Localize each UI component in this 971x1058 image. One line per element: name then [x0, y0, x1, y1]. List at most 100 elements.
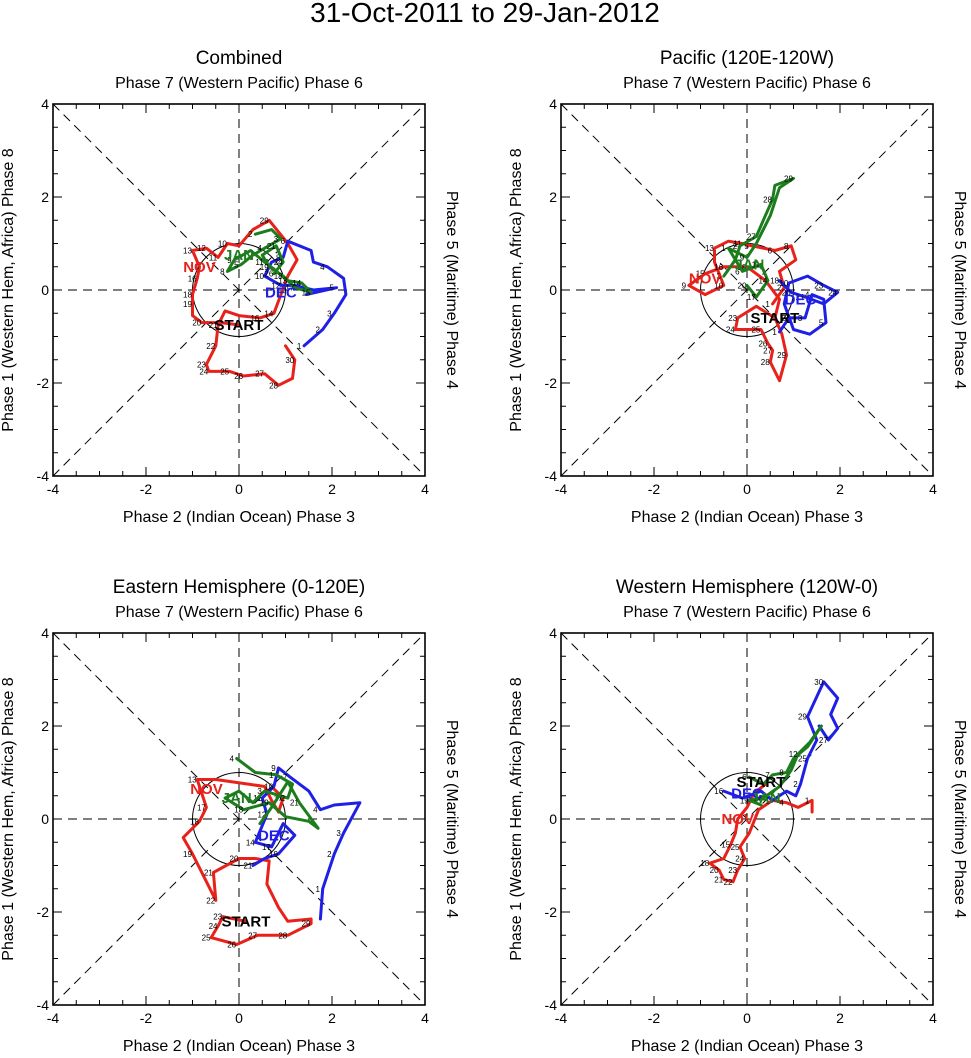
- month-label-jan: JAN: [222, 790, 252, 807]
- x-tick-label: -4: [47, 481, 60, 497]
- day-label: 27: [763, 346, 772, 355]
- day-label: 10: [255, 272, 264, 281]
- day-label: 24: [735, 855, 744, 864]
- day-label: 2: [777, 284, 782, 293]
- day-label: 8: [276, 253, 281, 262]
- day-label: 20: [738, 281, 747, 290]
- y-tick-label: 4: [41, 96, 49, 112]
- day-label: 4: [805, 291, 810, 300]
- y-tick-label: 2: [549, 718, 557, 734]
- unit-circle: [192, 772, 286, 866]
- day-label: 30: [814, 678, 823, 687]
- day-label: 9: [271, 764, 276, 773]
- y-tick-label: 4: [549, 96, 557, 112]
- day-label: 30: [285, 356, 294, 365]
- day-label: 21: [267, 242, 276, 251]
- top-phase-label: Phase 7 (Western Pacific) Phase 6: [115, 75, 363, 92]
- x-tick-label: 4: [421, 1010, 429, 1026]
- day-label: 27: [747, 233, 756, 242]
- series-line-dec: [251, 766, 362, 921]
- day-label: 11: [209, 253, 218, 262]
- day-label: 14: [246, 838, 255, 847]
- day-label: 16: [714, 263, 723, 272]
- day-label: 19: [183, 300, 192, 309]
- day-label: 26: [234, 372, 243, 381]
- month-label-nov: NOV: [721, 811, 754, 828]
- day-label: 1: [315, 885, 320, 894]
- y-tick-label: 0: [549, 811, 557, 827]
- x-tick-label: -2: [648, 481, 661, 497]
- day-label: 23: [728, 866, 737, 875]
- day-label: 18: [183, 291, 192, 300]
- y-tick-label: 2: [549, 189, 557, 205]
- x-tick-label: 0: [235, 481, 243, 497]
- y-tick-label: -4: [545, 468, 558, 484]
- day-label: 29: [777, 351, 786, 360]
- day-label: 18: [754, 794, 763, 803]
- day-label: 14: [264, 309, 273, 318]
- chart-title: Combined: [196, 48, 283, 69]
- x-axis-label: Phase 2 (Indian Ocean) Phase 3: [123, 509, 355, 526]
- day-label: 13: [705, 244, 714, 253]
- day-label: 3: [327, 309, 332, 318]
- day-label: 11: [733, 240, 742, 249]
- day-label: 11: [752, 260, 761, 269]
- day-label: 1: [765, 300, 770, 309]
- day-label: 13: [183, 246, 192, 255]
- day-label: 18: [738, 263, 747, 272]
- chart-panel-4: Western Hemisphere (120W-0) Phase 7 (West…: [508, 577, 968, 1055]
- day-label: 12: [789, 750, 798, 759]
- day-label: 3: [717, 272, 722, 281]
- month-label-dec: DEC: [785, 291, 817, 308]
- month-label-jan: JAN: [734, 256, 764, 273]
- start-label: START: [750, 310, 799, 327]
- y-tick-label: 4: [41, 625, 49, 641]
- day-label: 4: [257, 244, 262, 253]
- right-phase-label: Phase 5 (Maritime) Phase 4: [443, 191, 460, 389]
- chart-title: Pacific (120E-120W): [660, 48, 834, 69]
- day-label: 16: [188, 274, 197, 283]
- day-label: 4: [229, 755, 234, 764]
- start-label: START: [222, 913, 271, 930]
- day-label: 25: [220, 367, 229, 376]
- day-label: 2: [793, 780, 798, 789]
- day-label: 10: [218, 240, 227, 249]
- x-tick-label: 2: [836, 1010, 844, 1026]
- day-label: 27: [255, 370, 264, 379]
- day-label: 23: [814, 281, 823, 290]
- x-tick-label: 2: [328, 1010, 336, 1026]
- day-label: 21: [714, 875, 723, 884]
- day-label: 24: [726, 326, 735, 335]
- day-label: 18: [234, 806, 243, 815]
- day-label: 1: [269, 771, 274, 780]
- x-tick-label: 2: [328, 481, 336, 497]
- day-label: 22: [206, 342, 215, 351]
- series-line-jan: [223, 757, 320, 830]
- chart-title: Eastern Hemisphere (0-120E): [113, 577, 365, 598]
- day-label: 20: [230, 855, 239, 864]
- day-label: 13: [278, 277, 287, 286]
- y-axis-label: Phase 1 (Western Hem, Africa) Phase 8: [0, 677, 17, 960]
- day-label: 15: [721, 841, 730, 850]
- x-tick-label: 2: [836, 481, 844, 497]
- x-tick-label: 4: [421, 481, 429, 497]
- day-label: 15: [696, 270, 705, 279]
- day-label: 12: [257, 810, 266, 819]
- y-tick-label: -2: [37, 375, 50, 391]
- day-label: 8: [220, 267, 225, 276]
- day-label: 14: [758, 277, 767, 286]
- day-label: 24: [274, 258, 283, 267]
- day-label: 5: [329, 284, 334, 293]
- x-tick-label: 0: [743, 481, 751, 497]
- start-label: START: [215, 317, 264, 334]
- chart-title: Western Hemisphere (120W-0): [616, 577, 878, 598]
- day-label: 25: [731, 843, 740, 852]
- series-line-jan: [225, 228, 313, 294]
- day-label: 17: [747, 293, 756, 302]
- y-tick-label: -4: [545, 997, 558, 1013]
- day-label: 25: [751, 326, 760, 335]
- day-label: 24: [209, 922, 218, 931]
- day-label: 1: [772, 328, 777, 337]
- day-label: 2: [733, 242, 738, 251]
